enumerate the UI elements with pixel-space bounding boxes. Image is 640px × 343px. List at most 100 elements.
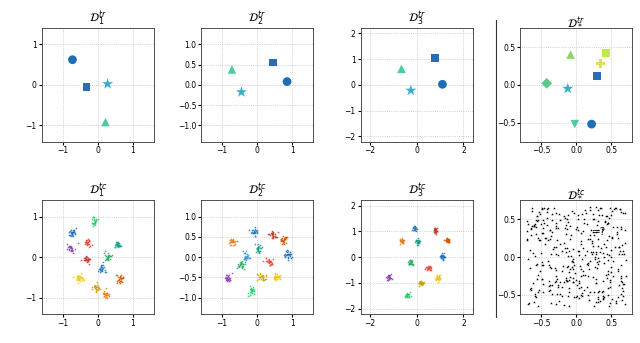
Point [104, 294, 114, 299]
Point [88, 221, 99, 226]
Point [592, 222, 602, 228]
Point [257, 245, 268, 250]
Point [257, 273, 268, 279]
Point [255, 248, 265, 253]
Point [557, 248, 567, 254]
Point [442, 238, 452, 244]
Point [604, 303, 614, 308]
Point [270, 271, 280, 277]
Point [411, 237, 421, 243]
Point [438, 253, 448, 259]
Point [397, 239, 407, 244]
Point [410, 225, 420, 230]
Point [433, 277, 444, 283]
Point [595, 245, 605, 251]
Point [113, 240, 124, 245]
Point [259, 276, 269, 282]
Point [432, 276, 442, 281]
Point [526, 232, 536, 237]
Point [87, 286, 97, 291]
Point [111, 239, 121, 244]
Point [436, 254, 446, 259]
Point [95, 286, 105, 291]
Point [62, 241, 72, 247]
Point [278, 238, 289, 244]
Point [618, 293, 628, 299]
Point [65, 229, 76, 234]
Point [82, 240, 92, 246]
Point [412, 238, 422, 243]
Point [64, 246, 74, 251]
Point [537, 276, 547, 282]
Point [226, 237, 236, 242]
Point [404, 261, 414, 267]
Point [110, 242, 120, 247]
Point [90, 285, 100, 290]
Point [590, 264, 600, 270]
Point [384, 274, 394, 280]
Point [73, 241, 83, 246]
Point [429, 225, 440, 231]
Point [237, 264, 247, 270]
Point [536, 222, 546, 227]
Point [434, 274, 444, 280]
Point [250, 230, 260, 236]
Point [598, 297, 608, 302]
Point [72, 274, 83, 280]
Point [583, 273, 593, 279]
Point [81, 241, 92, 247]
Point [402, 290, 412, 296]
Point [84, 238, 94, 244]
Point [397, 238, 407, 243]
Point [65, 233, 75, 238]
Point [403, 291, 413, 297]
Point [396, 238, 406, 243]
Point [285, 252, 295, 257]
Point [276, 236, 286, 241]
Point [425, 264, 435, 270]
Point [578, 272, 588, 277]
Point [84, 237, 95, 243]
Point [432, 275, 442, 280]
Point [268, 60, 278, 65]
Point [540, 241, 550, 246]
Point [441, 237, 451, 243]
Point [255, 274, 265, 280]
Point [264, 258, 275, 264]
Point [230, 241, 241, 247]
Point [238, 248, 248, 253]
Point [101, 290, 111, 295]
Point [113, 275, 123, 280]
Point [593, 218, 604, 224]
Point [248, 287, 259, 293]
Point [283, 249, 293, 254]
Point [564, 304, 574, 309]
Point [531, 217, 541, 223]
Point [259, 273, 269, 279]
Point [430, 277, 440, 282]
Point [97, 267, 107, 273]
Point [252, 246, 262, 251]
Point [82, 243, 92, 248]
Point [68, 234, 78, 239]
Point [620, 273, 630, 279]
Point [414, 280, 424, 286]
Point [613, 244, 623, 250]
Point [90, 286, 100, 291]
Point [550, 265, 560, 270]
Point [432, 273, 442, 279]
Point [543, 237, 553, 243]
Point [620, 281, 630, 286]
Point [274, 273, 284, 278]
Point [90, 283, 100, 288]
Point [265, 262, 275, 267]
Point [234, 263, 244, 269]
Point [569, 211, 579, 216]
Point [612, 232, 622, 237]
Point [431, 228, 442, 234]
Point [576, 292, 586, 297]
Point [563, 219, 573, 224]
Point [605, 300, 616, 305]
Point [569, 262, 579, 268]
Point [383, 274, 394, 279]
